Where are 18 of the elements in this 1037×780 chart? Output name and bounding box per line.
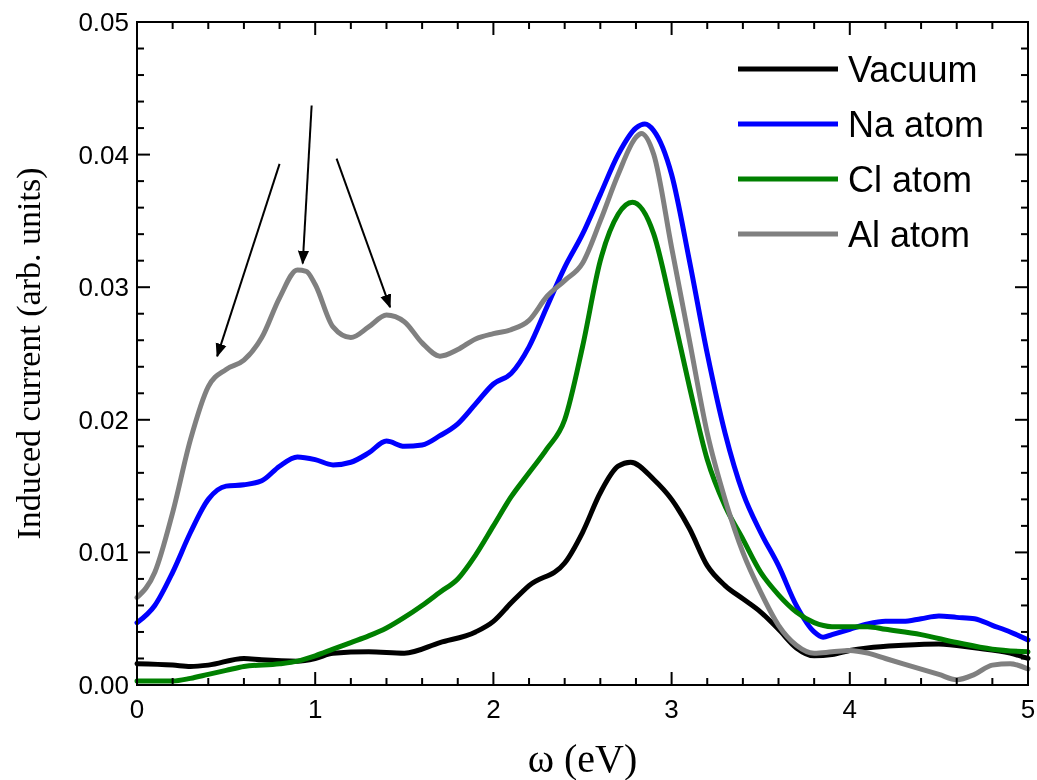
legend-label: Na atom	[848, 104, 985, 145]
x-tick-label: 0	[129, 694, 145, 724]
y-tick-label: 0.04	[78, 139, 129, 170]
x-tick-label: 5	[1020, 694, 1036, 724]
y-axis-title: Induced current (arb. units)	[10, 167, 48, 540]
x-tick-label: 1	[307, 694, 323, 724]
x-axis-title: ω (eV)	[527, 736, 638, 780]
legend-label: Cl atom	[848, 159, 973, 200]
x-tick-label: 3	[664, 694, 679, 724]
y-tick-label: 0.03	[78, 272, 129, 303]
y-tick-label: 0.02	[78, 404, 129, 435]
legend-label: Al atom	[848, 214, 971, 255]
y-tick-label: 0.00	[78, 670, 129, 700]
x-tick-label: 4	[842, 694, 858, 724]
x-tick-label: 2	[486, 694, 501, 724]
legend-label: Vacuum	[848, 49, 978, 90]
y-tick-label: 0.05	[78, 7, 129, 37]
y-tick-label: 0.01	[78, 537, 129, 568]
